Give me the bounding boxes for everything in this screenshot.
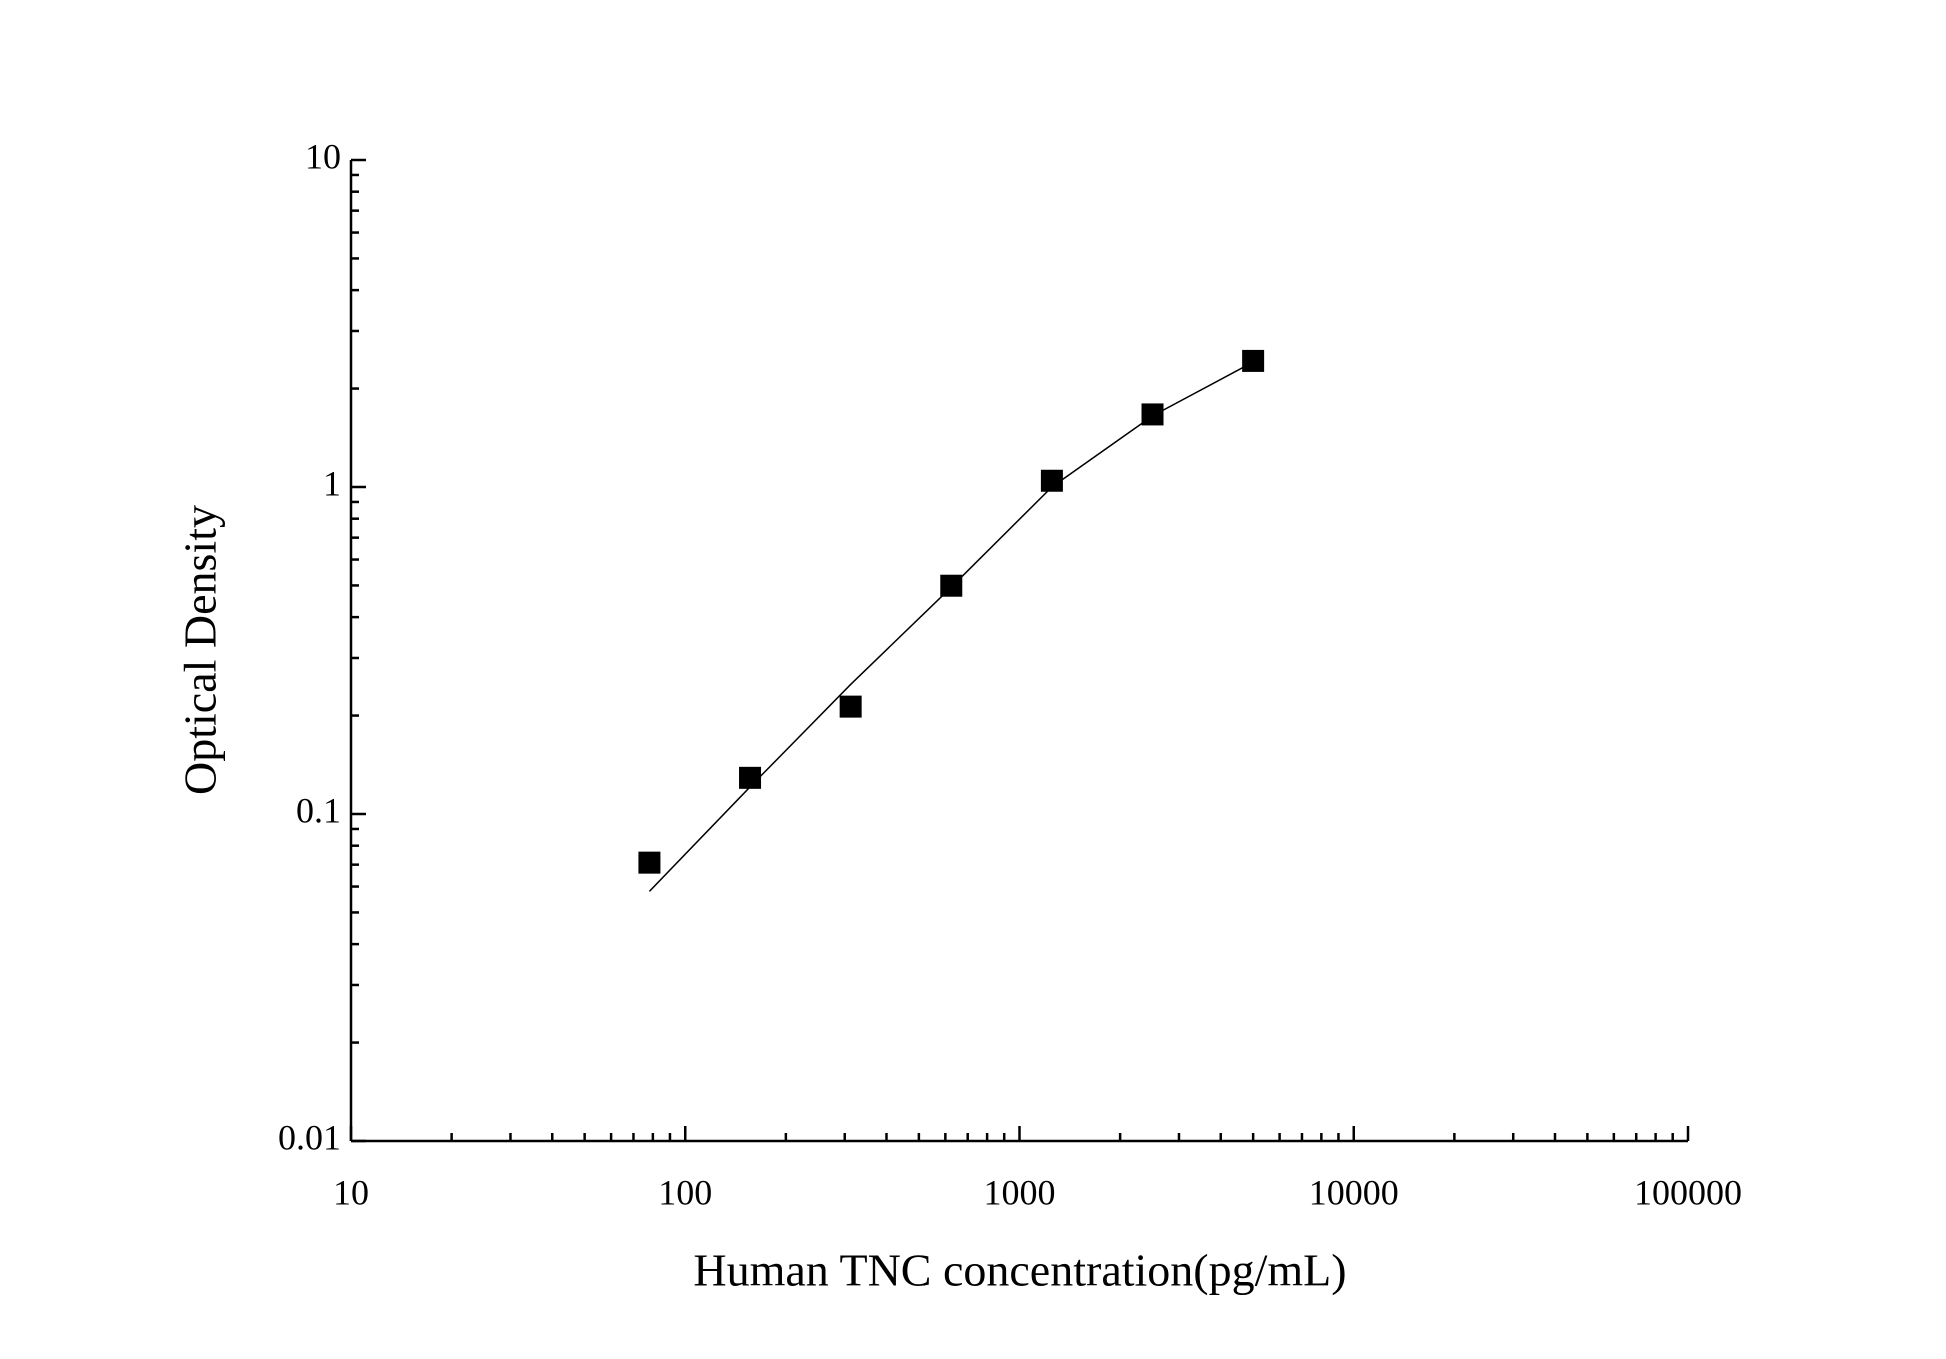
- y-axis-label: Optical Density: [175, 505, 226, 795]
- data-point: [940, 574, 963, 597]
- y-tick-label: 1: [323, 463, 341, 503]
- x-tick-label: 100: [658, 1172, 712, 1212]
- data-point: [1141, 403, 1164, 426]
- x-tick-label: 1000: [984, 1172, 1056, 1212]
- data-point: [839, 695, 862, 718]
- y-tick-label: 10: [305, 136, 341, 176]
- y-tick-label: 0.01: [278, 1117, 341, 1157]
- x-tick-label: 10000: [1309, 1172, 1399, 1212]
- data-point: [1040, 469, 1063, 492]
- data-point: [739, 766, 762, 789]
- data-point: [1242, 349, 1265, 372]
- x-tick-label: 100000: [1634, 1172, 1742, 1212]
- x-tick-label: 10: [333, 1172, 369, 1212]
- x-axis-label: Human TNC concentration(pg/mL): [693, 1245, 1346, 1296]
- y-tick-label: 0.1: [296, 790, 341, 830]
- data-point: [638, 851, 661, 874]
